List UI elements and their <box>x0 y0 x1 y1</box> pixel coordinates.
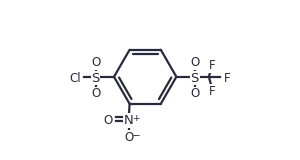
Text: O: O <box>91 56 100 69</box>
Text: Cl: Cl <box>69 72 81 85</box>
Text: O: O <box>190 56 200 69</box>
Text: O: O <box>91 88 100 100</box>
Text: S: S <box>92 72 100 85</box>
Text: O: O <box>103 114 112 127</box>
Text: F: F <box>224 72 230 85</box>
Text: O: O <box>190 88 200 100</box>
Text: −: − <box>132 131 140 141</box>
Text: S: S <box>190 72 199 85</box>
Text: F: F <box>208 85 215 98</box>
Text: +: + <box>132 114 139 123</box>
Text: O: O <box>124 131 134 144</box>
Text: N: N <box>124 114 134 127</box>
Text: F: F <box>208 59 215 72</box>
